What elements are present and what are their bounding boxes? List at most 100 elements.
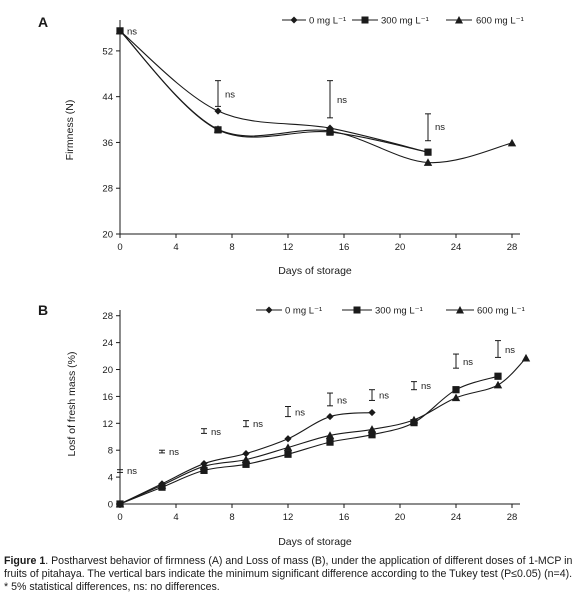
y-tick-label: 0 [108,500,113,511]
series-2-point [452,394,460,402]
y-tick-label: 36 [102,138,113,149]
annotation-label: ns [211,427,221,438]
annotation-label: ns [169,447,179,458]
panel-label-b: B [38,302,48,318]
series-markers-a [116,27,516,166]
annotation-label: ns [225,89,235,100]
x-tick-label: 24 [451,242,462,253]
annotation-label: ns [435,122,445,133]
y-tick-label: 12 [102,419,113,430]
series-line-2 [120,31,512,163]
annotations-b: ns ns ns ns ns ns ns ns ns ns [127,345,515,477]
figure-caption: Figure 1. Postharvest behavior of firmne… [4,555,576,595]
legend-label-a-2: 600 mg L⁻¹ [476,16,524,27]
annotation-label: ns [337,95,347,106]
x-tick-label: 16 [339,242,350,253]
x-tick-label: 20 [395,512,406,523]
y-ticks-b: 0 4 8 12 16 20 24 28 [102,311,120,510]
caption-text: . Postharvest behavior of firmness (A) a… [4,555,572,580]
annotation-label: ns [253,419,263,430]
x-tick-label: 4 [173,512,178,523]
x-tick-label: 20 [395,242,406,253]
series-1-point [424,149,431,156]
x-tick-label: 0 [117,512,122,523]
x-tick-label: 24 [451,512,462,523]
panel-b: B 0 4 8 12 16 20 24 28 0 4 8 12 16 20 24 28 Losf of fr… [38,302,530,548]
legend-label-b-2: 600 mg L⁻¹ [477,306,525,317]
x-tick-label: 12 [283,242,294,253]
x-tick-label: 8 [229,242,234,253]
legend-label-b-0: 0 mg L⁻¹ [285,306,322,317]
y-tick-label: 28 [102,184,113,195]
legend-label-b-1: 300 mg L⁻¹ [375,306,423,317]
y-tick-label: 24 [102,338,113,349]
legend-item-a-1: 300 mg L⁻¹ [352,16,429,27]
y-tick-label: 20 [102,365,113,376]
x-axis-label-a: Days of storage [278,265,352,277]
y-axis-label-a: Firmness (N) [64,100,76,161]
panel-label-a: A [38,14,48,30]
x-tick-label: 8 [229,512,234,523]
x-tick-label: 28 [507,242,518,253]
annotation-label: ns [421,381,431,392]
square-marker-icon [354,307,361,314]
diamond-marker-icon [291,17,298,24]
legend-label-a-1: 300 mg L⁻¹ [381,16,429,27]
annotation-label: ns [127,26,137,37]
x-tick-label: 16 [339,512,350,523]
x-tick-label: 4 [173,242,178,253]
series-2-point [508,139,516,147]
x-ticks-b: 0 4 8 12 16 20 24 28 [117,504,517,523]
annotations-a: ns ns ns ns [127,26,445,133]
series-0-point [284,435,291,442]
legend-a: 0 mg L⁻¹ 300 mg L⁻¹ 600 mg L⁻¹ [282,16,524,27]
y-tick-label: 44 [102,92,113,103]
series-0-point [368,409,375,416]
y-axis-label-b: Losf of fresh mass (%) [66,351,78,456]
legend-label-a-0: 0 mg L⁻¹ [309,16,346,27]
y-tick-label: 20 [102,230,113,241]
y-tick-label: 52 [102,46,113,57]
caption-label: Figure 1 [4,555,45,567]
series-line-1 [120,376,498,504]
y-tick-label: 4 [108,473,113,484]
x-ticks-a: 0 4 8 12 16 20 24 28 [117,234,517,253]
annotation-label: ns [337,395,347,406]
x-tick-label: 28 [507,512,518,523]
series-1-point [284,451,291,458]
legend-item-a-2: 600 mg L⁻¹ [446,16,524,27]
annotation-label: ns [295,407,305,418]
y-tick-label: 8 [108,446,113,457]
series-line-2 [120,358,526,504]
diamond-marker-icon [266,307,273,314]
legend-item-b-1: 300 mg L⁻¹ [342,306,423,317]
series-lines-a [120,31,512,163]
annotation-label: ns [127,466,137,477]
annotation-label: ns [505,345,515,356]
series-0-point [214,107,221,114]
annotation-label: ns [463,357,473,368]
x-tick-label: 12 [283,512,294,523]
annotation-label: ns [379,391,389,402]
caption-footnote: * 5% statistical differences, ns: no dif… [4,581,576,594]
square-marker-icon [362,17,369,24]
x-tick-label: 0 [117,242,122,253]
series-lines-b [120,358,526,504]
series-markers-b [116,354,530,508]
y-tick-label: 28 [102,311,113,322]
series-1-point [326,439,333,446]
legend-item-b-2: 600 mg L⁻¹ [446,306,525,317]
series-1-point [452,386,459,393]
y-tick-label: 16 [102,392,113,403]
legend-b: 0 mg L⁻¹ 300 mg L⁻¹ 600 mg L⁻¹ [256,306,525,317]
y-ticks-a: 20 28 36 44 52 [102,46,120,240]
x-axis-label-b: Days of storage [278,536,352,548]
legend-item-a-0: 0 mg L⁻¹ [282,16,346,27]
series-1-point [494,373,501,380]
series-2-point [494,381,502,389]
series-2-point [522,354,530,362]
legend-item-b-0: 0 mg L⁻¹ [256,306,322,317]
series-0-point [326,413,333,420]
